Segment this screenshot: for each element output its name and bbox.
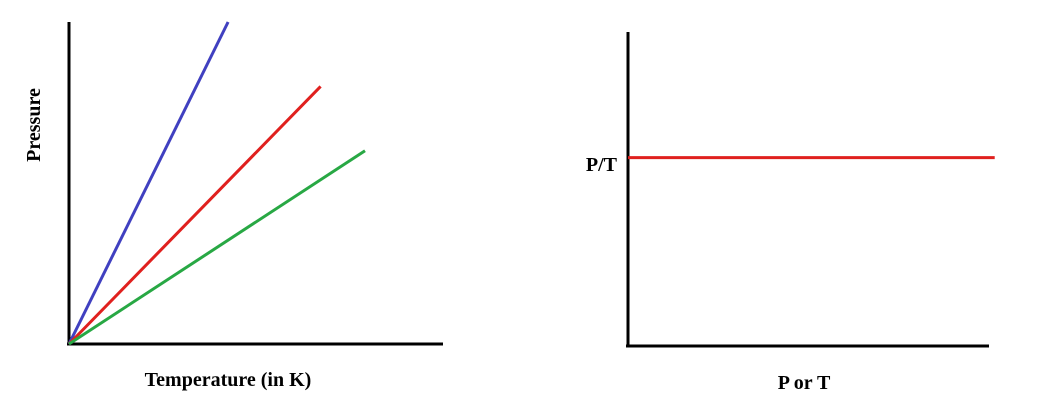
chart-left: Pressure Temperature (in K): [23, 21, 443, 391]
right-y-tick-label: P/T: [586, 154, 618, 176]
left-series-group: [67, 21, 366, 346]
chart1-series-line-3: [68, 149, 366, 346]
chart1-series-line-2: [67, 85, 322, 346]
left-y-axis-label: Pressure: [23, 88, 45, 162]
left-x-axis-label: Temperature (in K): [145, 369, 312, 391]
chart-right: P/T P or T: [586, 32, 995, 394]
chart1-series-line-1: [67, 21, 230, 345]
right-x-axis-label: P or T: [778, 372, 831, 394]
